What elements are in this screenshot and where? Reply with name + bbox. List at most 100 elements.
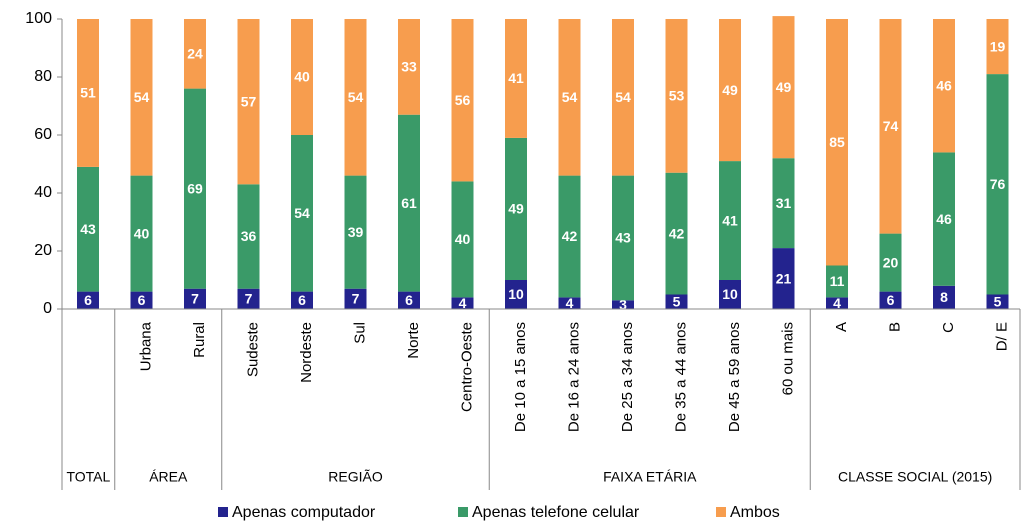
value-label: 54 [615, 89, 631, 105]
x-tick-label: Rural [191, 322, 208, 358]
bar-segment [344, 175, 367, 289]
y-tick-label: 20 [34, 242, 52, 259]
bar-segment [344, 19, 367, 176]
value-label: 33 [401, 59, 417, 75]
bar-segment [665, 172, 688, 295]
value-label: 8 [940, 289, 948, 305]
value-label: 4 [833, 295, 841, 311]
value-label: 31 [776, 195, 792, 211]
x-tick-label: Sudeste [244, 322, 261, 377]
value-label: 53 [669, 88, 685, 104]
value-label: 56 [455, 92, 471, 108]
bar-segment [665, 294, 688, 309]
value-label: 43 [80, 221, 96, 237]
bar-segment [933, 285, 955, 309]
x-tick-label: Norte [405, 322, 422, 359]
bar-segment [505, 280, 527, 309]
bar-segment [130, 175, 153, 292]
bar-segment [291, 291, 313, 309]
bar-segment [505, 137, 527, 280]
x-tick-label: Urbana [137, 321, 154, 371]
bar-segment [77, 166, 99, 292]
value-label: 4 [459, 295, 467, 311]
y-tick-label: 60 [34, 126, 52, 143]
value-label: 51 [80, 85, 96, 101]
bar-segment [612, 175, 634, 301]
x-tick-label: Centro-Oeste [458, 322, 475, 412]
bar-segment [130, 19, 153, 176]
x-tick-label: De 10 a 15 anos [512, 322, 529, 432]
bar-segment [237, 288, 260, 309]
value-label: 57 [241, 93, 257, 109]
value-label: 40 [294, 69, 310, 85]
bar-segment [237, 19, 260, 185]
bar-segment [558, 297, 581, 309]
x-tick-label: A [833, 322, 850, 332]
value-label: 49 [508, 201, 524, 217]
y-tick-label: 40 [34, 184, 52, 201]
bar-segment [772, 248, 795, 309]
bar-segment [826, 297, 848, 309]
x-tick-label: B [886, 322, 903, 332]
legend-swatch [716, 507, 726, 517]
value-label: 10 [508, 286, 524, 302]
value-label: 41 [722, 212, 738, 228]
bar-segment [826, 265, 848, 298]
bar-segment [772, 16, 795, 159]
bar-segment [612, 19, 634, 176]
value-label: 43 [615, 230, 631, 246]
value-label: 46 [936, 211, 952, 227]
bar-segment [505, 19, 527, 138]
value-label: 7 [191, 291, 199, 307]
y-tick-label: 80 [34, 68, 52, 85]
bar-segment [826, 19, 848, 266]
bar-segment [772, 158, 795, 249]
value-label: 54 [294, 205, 310, 221]
legend-swatch [218, 507, 228, 517]
value-label: 42 [669, 225, 685, 241]
value-label: 54 [134, 89, 150, 105]
value-label: 6 [887, 292, 895, 308]
bar-segment [933, 19, 955, 153]
value-label: 42 [562, 228, 578, 244]
x-tick-label: De 16 a 24 anos [565, 322, 582, 432]
legend-label: Ambos [730, 504, 780, 521]
bar-segment [398, 291, 420, 309]
bar-segment [719, 161, 741, 280]
value-label: 76 [990, 176, 1006, 192]
value-label: 36 [241, 228, 257, 244]
value-label: 85 [829, 134, 845, 150]
value-label: 40 [134, 225, 150, 241]
bar-segment [77, 19, 99, 167]
legend-label: Apenas telefone celular [472, 504, 640, 521]
bar-segment [986, 294, 1009, 309]
value-label: 46 [936, 77, 952, 93]
value-label: 24 [187, 46, 203, 62]
bar-segment [451, 181, 474, 298]
bar-segment [986, 74, 1009, 295]
value-label: 49 [722, 82, 738, 98]
value-label: 54 [348, 89, 364, 105]
x-tick-label: De 25 a 34 anos [619, 322, 636, 432]
bar-segment [612, 300, 634, 309]
value-label: 41 [508, 70, 524, 86]
bar-segment [130, 291, 153, 309]
y-tick-label: 0 [43, 300, 52, 317]
group-label: CLASSE SOCIAL (2015) [838, 469, 992, 485]
bar-segment [451, 297, 474, 309]
value-label: 19 [990, 38, 1006, 54]
bar-segment [184, 88, 206, 289]
x-tick-label: De 35 a 44 anos [672, 322, 689, 432]
bar-segment [986, 19, 1009, 75]
bar-segment [719, 19, 741, 162]
bar-segment [398, 114, 420, 292]
bar-segment [451, 19, 474, 182]
value-label: 6 [405, 292, 413, 308]
value-label: 11 [830, 273, 845, 289]
value-label: 7 [245, 291, 253, 307]
legend-swatch [458, 507, 468, 517]
x-tick-label: C [940, 322, 957, 333]
bar-segment [879, 291, 902, 309]
bar-segment [879, 19, 902, 234]
